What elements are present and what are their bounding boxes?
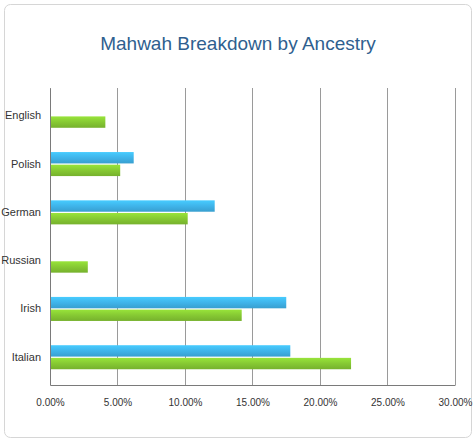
category-label: Irish bbox=[20, 302, 41, 314]
tick: 20.00% bbox=[304, 385, 338, 408]
y-axis: English Polish German Russian Irish Italian bbox=[1, 89, 50, 386]
tick: German bbox=[1, 206, 50, 218]
grid-line bbox=[252, 88, 253, 385]
title: Mahwah Breakdown by Ancestry bbox=[100, 33, 376, 54]
tick-label: 15.00% bbox=[236, 397, 270, 408]
bar bbox=[50, 358, 351, 369]
axis-line bbox=[50, 89, 51, 386]
tick: 0.00% bbox=[36, 385, 64, 408]
x-axis: 0.00% 5.00% 10.00% 15.00% 20.00% 25.00% 30.00% bbox=[36, 385, 472, 408]
bar bbox=[50, 297, 286, 308]
tick: 5.00% bbox=[104, 385, 132, 408]
axis-line bbox=[51, 385, 456, 386]
tick: Polish bbox=[11, 158, 50, 170]
grid bbox=[50, 88, 455, 385]
category-label: English bbox=[5, 109, 41, 121]
tick-label: 10.00% bbox=[169, 397, 203, 408]
category-label: German bbox=[1, 206, 41, 218]
tick-label: 5.00% bbox=[104, 397, 132, 408]
chart: Mahwah Breakdown by Ancestry 0.00% 5.00% 10… bbox=[0, 0, 476, 442]
tick-label: 0.00% bbox=[36, 397, 64, 408]
grid-line bbox=[320, 88, 321, 385]
bars bbox=[50, 116, 351, 369]
grid-line bbox=[387, 88, 388, 385]
grid-line bbox=[185, 88, 186, 385]
bar bbox=[50, 152, 134, 163]
tick: 10.00% bbox=[169, 385, 203, 408]
category-label: Polish bbox=[11, 158, 41, 170]
tick-label: 20.00% bbox=[304, 397, 338, 408]
tick: Irish bbox=[20, 302, 50, 314]
category-label: Italian bbox=[12, 351, 41, 363]
bar bbox=[50, 116, 105, 127]
tick: Russian bbox=[1, 254, 50, 266]
grid-line bbox=[117, 88, 118, 385]
tick: 25.00% bbox=[371, 385, 405, 408]
category-label: Russian bbox=[1, 254, 41, 266]
tick-label: 30.00% bbox=[439, 397, 473, 408]
bar bbox=[50, 310, 242, 321]
bar bbox=[50, 165, 120, 176]
panel bbox=[5, 5, 472, 438]
grid-line bbox=[50, 88, 51, 385]
tick: 15.00% bbox=[236, 385, 270, 408]
tick: 30.00% bbox=[439, 385, 473, 408]
tick: Italian bbox=[12, 351, 50, 363]
bar bbox=[50, 213, 188, 224]
bar bbox=[50, 200, 215, 211]
tick: English bbox=[5, 109, 50, 121]
bar bbox=[50, 345, 290, 356]
bar bbox=[50, 261, 88, 272]
tick-label: 25.00% bbox=[371, 397, 405, 408]
grid-line bbox=[455, 88, 456, 385]
